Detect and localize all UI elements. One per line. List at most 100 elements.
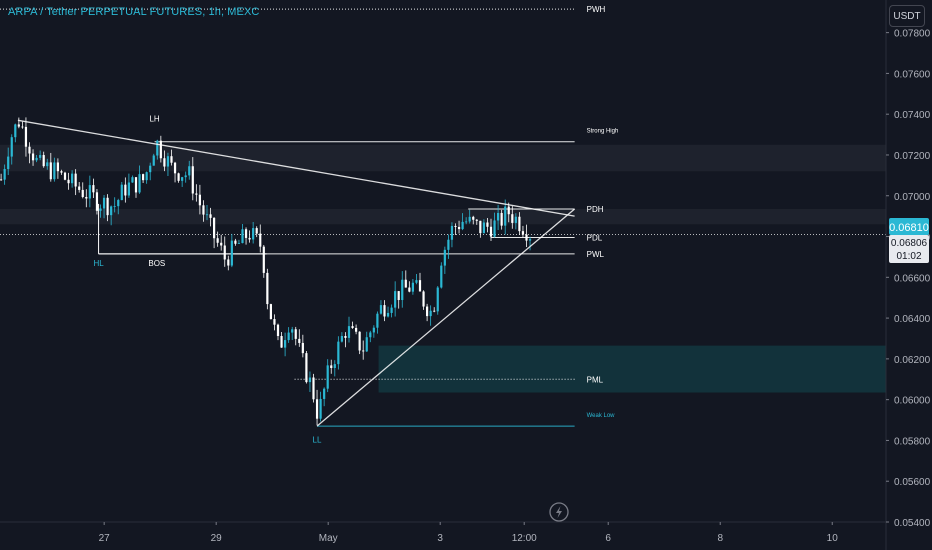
candle-body	[426, 306, 429, 317]
candle-body	[177, 173, 180, 181]
time-tick-label: 12:00	[512, 533, 537, 544]
candle-body	[28, 146, 31, 154]
price-tick-label: 0.06000	[894, 396, 931, 407]
candle-body	[475, 219, 478, 221]
candle-body	[284, 340, 287, 348]
candle-body	[170, 156, 173, 163]
candle-body	[166, 156, 170, 167]
lightning-icon[interactable]	[549, 502, 569, 522]
time-tick-label: 29	[211, 533, 223, 544]
candle-body	[252, 228, 255, 240]
currency-button[interactable]: USDT	[889, 5, 925, 27]
candle-body	[88, 185, 91, 199]
candle-body	[241, 229, 244, 244]
price-axis[interactable]: 0.07800 0.07600 0.07400 0.07200 0.07000 0.068…	[885, 0, 931, 550]
candle-body	[528, 239, 532, 241]
candle-body	[46, 162, 49, 167]
price-tick-label: 0.07600	[894, 69, 931, 80]
candle-body	[330, 365, 333, 368]
candle-body	[447, 239, 450, 250]
candle-body	[365, 337, 368, 352]
candle-body	[340, 335, 343, 342]
candle-body	[67, 179, 70, 184]
candle-body	[461, 221, 464, 230]
candle-body	[269, 304, 272, 320]
candle-body	[191, 166, 194, 194]
candle-body	[205, 214, 209, 216]
candle-body	[202, 205, 205, 215]
candle-body	[102, 197, 106, 209]
level-label-strong-high: Strong High	[587, 129, 619, 135]
price-tick-label: 0.05800	[894, 436, 931, 447]
candle-body	[17, 124, 20, 127]
trendlines-layer	[17, 119, 576, 427]
candle-body	[92, 185, 95, 193]
candle-body	[173, 162, 177, 174]
zone-2	[378, 345, 886, 393]
candle-body	[298, 338, 301, 343]
candle-body	[95, 192, 99, 211]
price-tick-label: 0.07000	[894, 192, 931, 203]
candle-body	[163, 158, 166, 167]
candle-body	[53, 162, 56, 180]
candle-body	[457, 226, 461, 230]
price-tick-label: 0.07400	[894, 110, 931, 121]
candle-body	[280, 335, 283, 348]
level-label-weak-low: Weak Low	[587, 413, 616, 419]
candle-body	[450, 225, 454, 240]
candle-body	[71, 173, 74, 184]
candle-body	[255, 228, 258, 234]
candle-body	[127, 182, 130, 196]
candle-body	[443, 249, 446, 266]
candle-body	[134, 177, 138, 193]
candle-body	[312, 377, 315, 400]
candle-body	[3, 169, 6, 180]
candle-body	[355, 327, 358, 332]
candle-body	[99, 208, 102, 211]
candle-body	[35, 157, 38, 161]
candle-body	[117, 200, 120, 207]
candle-body	[472, 216, 475, 220]
candle-body	[369, 332, 372, 338]
candle-body	[323, 388, 326, 399]
candle-body	[273, 319, 276, 325]
candle-body	[521, 231, 525, 235]
candle-body	[195, 193, 198, 195]
candle-body	[408, 287, 411, 292]
candle-body	[138, 174, 141, 193]
descending-trendline	[17, 119, 575, 217]
candle-body	[315, 399, 319, 419]
chart-title: ARPA / Tether PERPETUAL FUTURES, 1h, MEX…	[8, 6, 260, 18]
candle-body	[351, 326, 354, 328]
candle-body	[213, 217, 216, 239]
candle-body	[489, 226, 493, 237]
candle-body	[181, 177, 184, 181]
candle-body	[376, 313, 379, 328]
candle-body	[216, 238, 219, 243]
candle-body	[85, 196, 88, 199]
candle-body	[504, 206, 507, 226]
candle-body	[337, 341, 340, 365]
candle-body	[63, 172, 67, 180]
candle-body	[433, 310, 436, 312]
candle-body	[411, 282, 414, 292]
candle-body	[74, 173, 77, 187]
time-tick-label: 3	[437, 533, 443, 544]
candle-body	[276, 324, 280, 336]
price-tags: 0.06810 0.06806 01:02	[889, 218, 929, 263]
candle-body	[188, 166, 191, 176]
candle-body	[404, 279, 407, 288]
annotations-layer: LH HL BOS LL	[93, 114, 322, 444]
candle-body	[113, 206, 116, 207]
candle-body	[497, 212, 500, 221]
candle-body	[379, 305, 383, 314]
time-axis[interactable]: 27 29 May 3 12:00 6 8 10	[0, 521, 886, 544]
candle-body	[291, 329, 294, 333]
candle-body	[401, 279, 404, 301]
candle-body	[120, 184, 123, 201]
annotation-bos: BOS	[148, 259, 165, 268]
candle-body	[223, 245, 226, 260]
candle-body	[234, 240, 237, 244]
candle-body	[372, 327, 375, 333]
